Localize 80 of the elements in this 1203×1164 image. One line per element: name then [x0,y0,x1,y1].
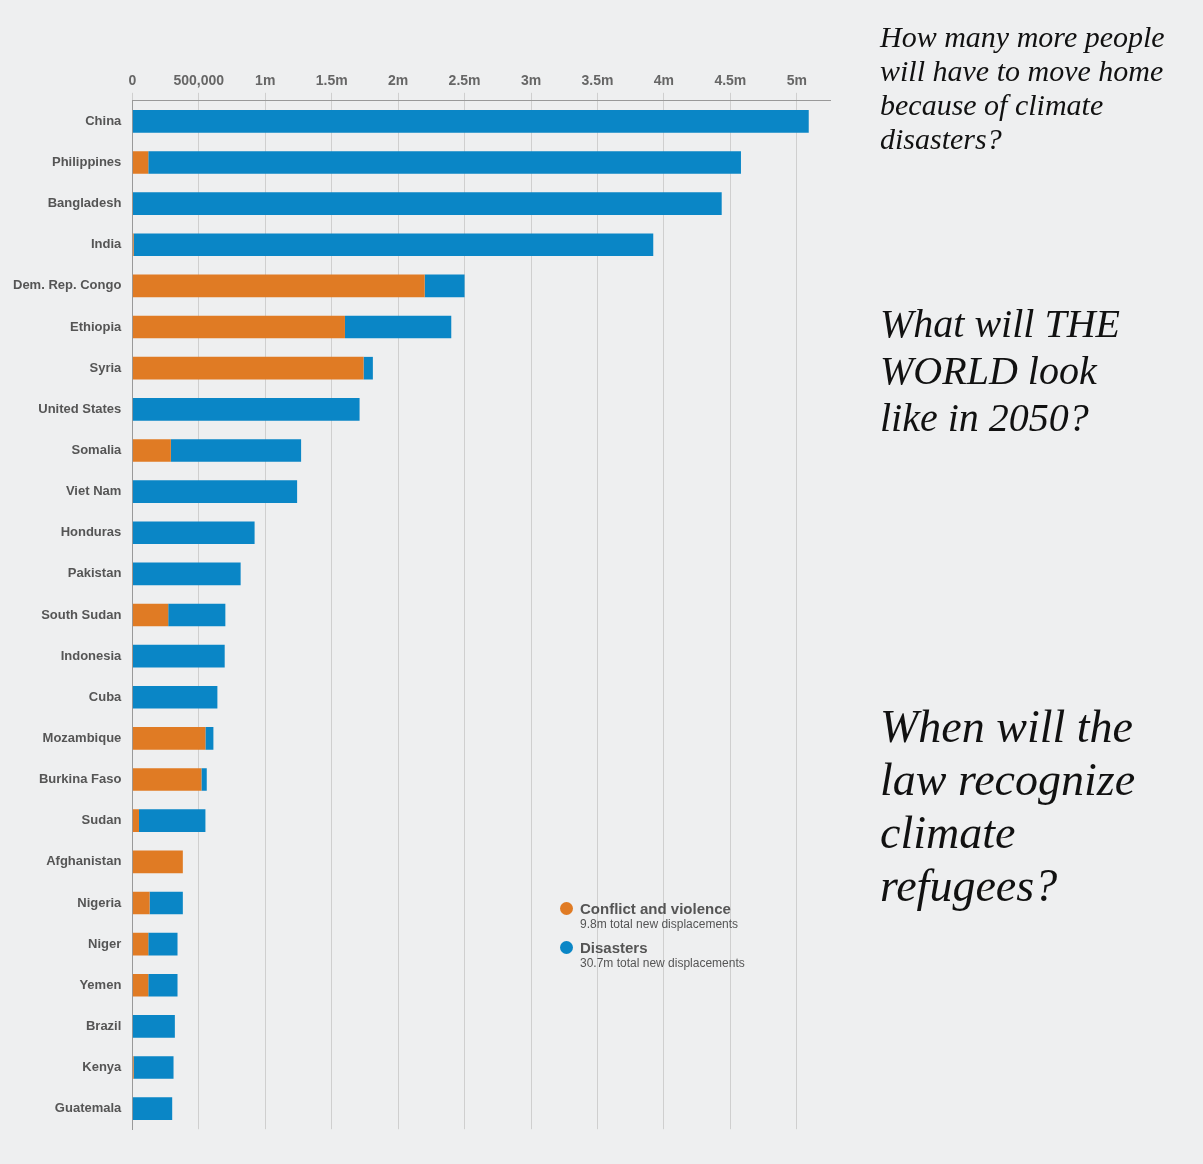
bar [132,315,345,339]
text: What will THE WORLD look like in 2050? [880,300,1122,441]
bar [201,768,207,791]
text: How many more people will have to move home because of climate disasters? [880,20,1166,156]
bar [132,356,364,380]
y-tick-label: Guatemala [54,1100,123,1116]
y-tick-label: Indonesia [60,647,123,663]
x-tick-label: 500,000 [173,72,225,89]
legend-label: Conflict and violence [580,900,732,917]
y-tick-label: Philippines [51,154,122,170]
x-tick-label: 2.5m [448,72,481,89]
x-tick-label: 4m [653,72,675,89]
y-tick-label: Somalia [71,442,123,458]
bar [344,315,452,339]
bar [132,439,171,462]
x-tick-label: 3m [520,72,542,89]
y-tick-label: China [85,112,123,128]
bar [148,932,178,956]
bar [133,562,241,586]
bar [149,891,183,915]
x-tick-label: 0 [128,72,137,89]
bar [132,891,150,915]
y-tick-label: Viet Nam [65,483,122,499]
x-tick-label: 1.5m [315,72,348,89]
y-tick-label: Bangladesh [47,195,122,211]
y-tick-label: Niger [88,935,122,951]
y-tick-label: India [90,236,123,252]
x-tick-label: 4.5m [714,72,747,89]
annotation: 9.8m total new displacements [580,917,739,931]
bar [132,274,425,298]
bar [132,768,202,791]
bar [170,439,302,462]
bar [132,110,809,133]
bar [132,521,255,545]
y-tick-label: Pakistan [67,565,122,581]
bar [132,932,149,956]
y-tick-label: Afghanistan [46,853,122,869]
y-tick-label: Brazil [85,1017,122,1033]
bar [132,1097,173,1120]
y-tick-label: Sudan [81,812,122,828]
bar [132,685,218,709]
y-tick-label: United States [38,400,122,416]
bar [138,809,206,832]
bar [363,356,373,380]
bar [148,973,178,997]
bar [133,1056,174,1079]
bar [133,192,722,215]
y-tick-label: Nigeria [77,894,123,910]
y-tick-label: South Sudan [41,606,122,622]
y-tick-label: Cuba [88,688,123,704]
bar [132,151,149,174]
y-tick-label: Syria [89,359,123,375]
bar [132,809,139,832]
y-tick-label: Honduras [60,524,122,540]
bar [133,233,654,257]
bar [132,603,169,627]
legend-label: Disasters [580,939,649,956]
x-tick-label: 1m [255,72,276,89]
bar [205,727,214,750]
bar [148,151,741,174]
x-tick-label: 5m [786,72,807,89]
bar [132,480,298,503]
annotation: 30.7m total new displacements [580,956,745,970]
bar [132,850,183,874]
bar [424,274,465,298]
bar [133,644,225,668]
x-tick-label: 2m [388,72,409,89]
y-tick-label: Kenya [82,1059,123,1075]
y-tick-label: Yemen [79,976,122,992]
bar [168,603,226,627]
bar [132,1015,175,1038]
y-tick-label: Burkina Faso [38,771,122,787]
y-tick-label: Dem. Rep. Congo [12,277,122,293]
bar [132,973,149,997]
bar [132,398,360,421]
y-tick-label: Ethiopia [70,318,123,334]
y-tick-label: Mozambique [42,729,122,745]
x-tick-label: 3.5m [581,72,614,89]
text: When will the law recognize climate refugees? [880,700,1137,912]
bar [132,727,206,750]
